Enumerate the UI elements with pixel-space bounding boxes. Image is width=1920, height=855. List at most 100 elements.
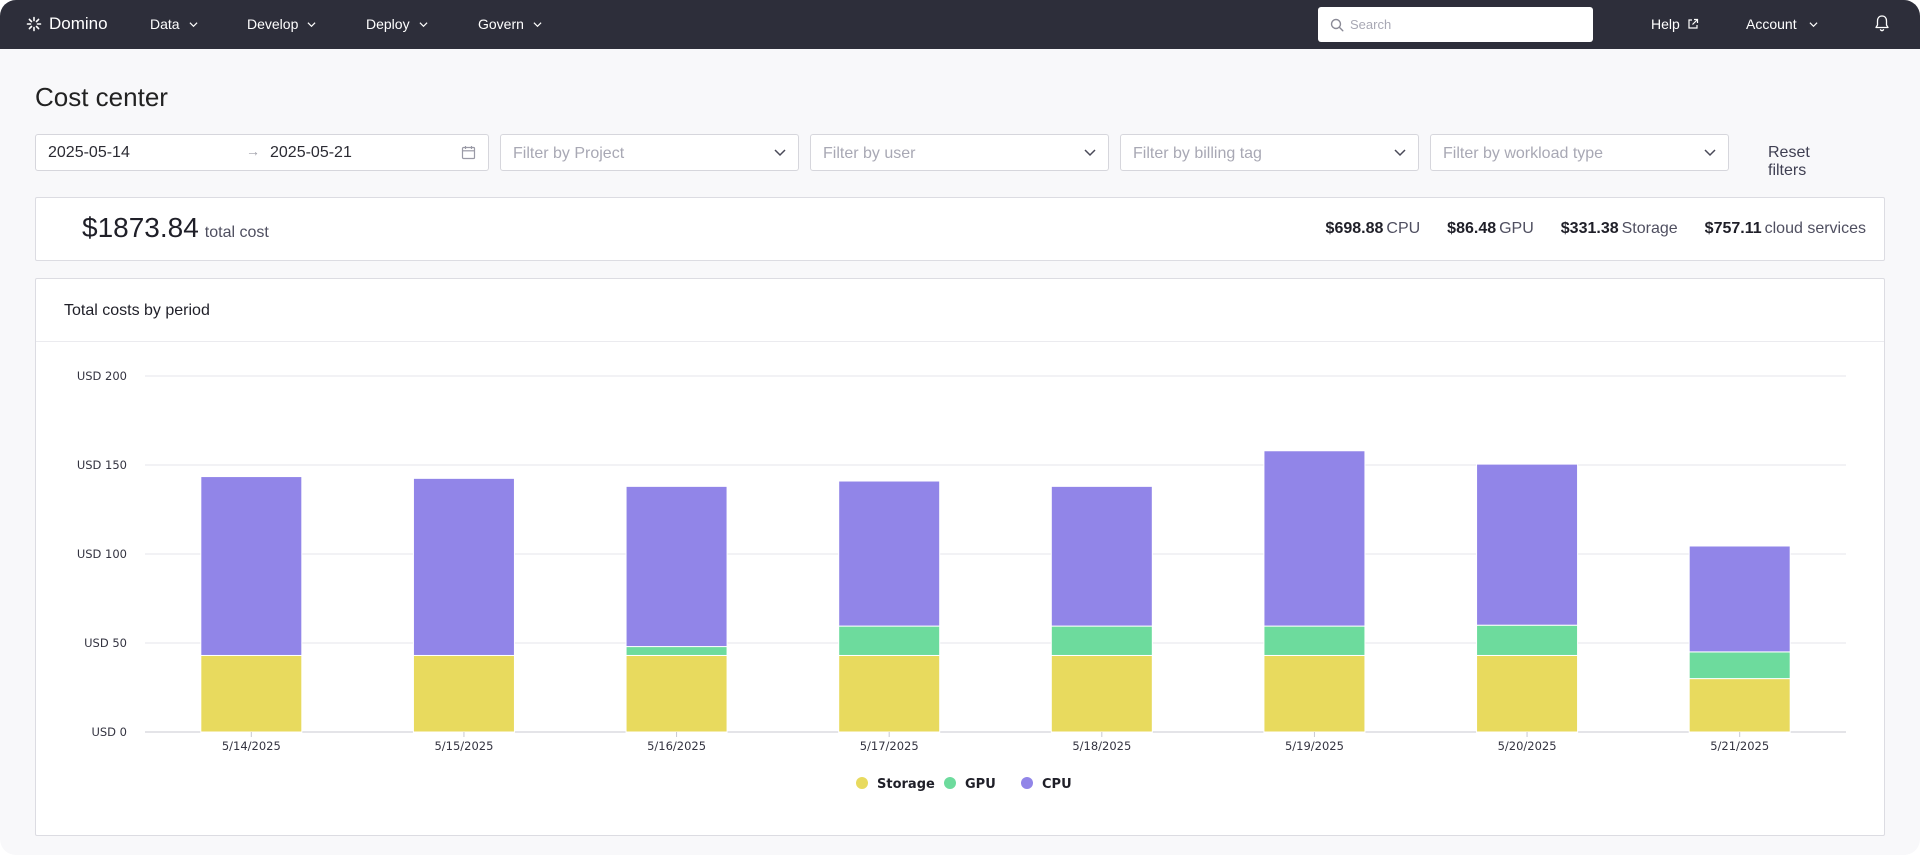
nav-data[interactable]: Data <box>150 16 198 32</box>
cost-summary-card: $1873.84 total cost $698.88 CPU $86.48 GPU… <box>35 197 1885 261</box>
bar-storage <box>1476 654 1579 733</box>
account-menu[interactable]: Account <box>1746 16 1818 32</box>
domino-logo[interactable]: Domino <box>26 14 108 34</box>
date-range-picker[interactable]: 2025-05-14 → 2025-05-21 <box>35 134 489 171</box>
x-tick-label: 5/14/2025 <box>222 739 281 753</box>
bar-storage <box>1050 654 1153 733</box>
calendar-icon <box>461 146 476 160</box>
nav-govern[interactable]: Govern <box>478 16 542 32</box>
search-box[interactable] <box>1318 7 1593 42</box>
y-tick-label: USD 50 <box>84 636 127 650</box>
bell-icon <box>1875 15 1889 32</box>
bar-storage <box>1688 678 1791 733</box>
cost-breakdown-storage: $331.38 Storage <box>1561 220 1678 238</box>
legend-swatch-cpu <box>1021 777 1033 789</box>
y-tick-label: USD 100 <box>77 547 127 561</box>
date-start-field[interactable]: 2025-05-14 <box>48 144 130 161</box>
date-end-field[interactable]: 2025-05-21 <box>270 144 352 161</box>
costs-by-period-card: Total costs by period USD 0 USD 50 USD 100… <box>35 278 1885 836</box>
reset-filters-button[interactable]: Reset filters <box>1768 144 1810 179</box>
cost-value: $698.88 <box>1325 220 1384 237</box>
bar-gpu <box>1688 651 1791 680</box>
help-label: Help <box>1651 16 1680 32</box>
notifications-button[interactable] <box>1874 14 1890 32</box>
cost-breakdown-cpu: $698.88 CPU <box>1326 220 1421 238</box>
chevron-down-icon <box>307 21 316 27</box>
cost-breakdown-gpu: $86.48 GPU <box>1447 220 1534 238</box>
x-tick-label: 5/21/2025 <box>1710 739 1769 753</box>
y-tick-label: USD 200 <box>77 369 127 383</box>
nav-develop[interactable]: Develop <box>247 16 316 32</box>
workload-type-filter-placeholder: Filter by workload type <box>1443 145 1604 162</box>
user-filter-placeholder: Filter by user <box>823 145 916 162</box>
bar-storage <box>1263 654 1366 733</box>
x-tick-label: 5/15/2025 <box>434 739 493 753</box>
cost-label: cloud services <box>1764 220 1866 237</box>
account-label: Account <box>1746 16 1797 32</box>
bar-storage <box>625 654 728 733</box>
bar-storage <box>838 654 941 733</box>
project-filter-select[interactable]: Filter by Project <box>500 134 799 171</box>
project-filter-placeholder: Filter by Project <box>513 145 625 162</box>
logo-text: Domino <box>49 14 108 33</box>
cost-label: CPU <box>1386 220 1421 237</box>
search-icon <box>1330 18 1344 32</box>
chevron-down-icon <box>1394 149 1406 157</box>
bar-gpu <box>625 646 728 656</box>
chevron-down-icon <box>189 21 198 27</box>
x-tick-label: 5/19/2025 <box>1285 739 1344 753</box>
arrow-right-icon: → <box>246 143 260 159</box>
bar-cpu <box>412 477 515 656</box>
total-cost-amount: $1873.84 <box>82 212 199 243</box>
chart-card-header: Total costs by period <box>36 279 1884 342</box>
bar-cpu <box>1688 545 1791 653</box>
cost-label: Storage <box>1621 220 1678 237</box>
nav-develop-label: Develop <box>247 16 299 32</box>
nav-deploy[interactable]: Deploy <box>366 16 428 32</box>
user-filter-select[interactable]: Filter by user <box>810 134 1109 171</box>
cost-value: $757.11 <box>1704 220 1762 237</box>
bar-gpu <box>1476 624 1579 656</box>
domino-logo-icon <box>26 16 42 32</box>
cost-breakdown: $698.88 CPU $86.48 GPU $331.38 Storage $757… <box>1299 220 1866 238</box>
bar-storage <box>200 654 303 733</box>
bar-cpu <box>1263 450 1366 627</box>
bar-storage <box>412 654 515 733</box>
total-cost: $1873.84 total cost <box>82 212 269 244</box>
cost-value: $331.38 <box>1560 220 1619 237</box>
cost-label: GPU <box>1499 220 1534 237</box>
external-link-icon <box>1688 18 1698 29</box>
total-cost-label: total cost <box>204 224 269 241</box>
nav-data-label: Data <box>150 16 180 32</box>
legend-label-storage: Storage <box>877 777 935 792</box>
bar-cpu <box>838 480 941 627</box>
x-tick-label: 5/20/2025 <box>1498 739 1557 753</box>
chevron-down-icon <box>419 21 428 27</box>
help-link[interactable]: Help <box>1651 16 1699 32</box>
cost-breakdown-cloud-services: $757.11 cloud services <box>1705 220 1866 238</box>
billing-tag-filter-select[interactable]: Filter by billing tag <box>1120 134 1419 171</box>
cost-value: $86.48 <box>1447 220 1497 237</box>
chevron-down-icon <box>774 149 786 157</box>
bar-cpu <box>625 485 728 648</box>
y-tick-label: USD 150 <box>77 458 127 472</box>
x-tick-label: 5/18/2025 <box>1072 739 1131 753</box>
legend-swatch-gpu <box>944 777 956 789</box>
workload-type-filter-select[interactable]: Filter by workload type <box>1430 134 1729 171</box>
legend-label-gpu: GPU <box>965 777 996 792</box>
chevron-down-icon <box>1084 149 1096 157</box>
chevron-down-icon <box>533 21 542 27</box>
y-tick-label: USD 0 <box>91 725 127 739</box>
chart-title: Total costs by period <box>64 302 210 319</box>
chevron-down-icon <box>1809 21 1818 27</box>
bar-gpu <box>838 625 941 656</box>
legend-swatch-storage <box>856 777 868 789</box>
page-title: Cost center <box>35 82 168 112</box>
nav-deploy-label: Deploy <box>366 16 410 32</box>
search-input[interactable] <box>1350 17 1580 32</box>
bar-cpu <box>1050 485 1153 627</box>
costs-bar-chart: USD 0 USD 50 USD 100 USD 150 USD 200 5/14/202… <box>77 369 1846 792</box>
bar-cpu <box>1476 463 1579 626</box>
bar-cpu <box>200 476 303 656</box>
